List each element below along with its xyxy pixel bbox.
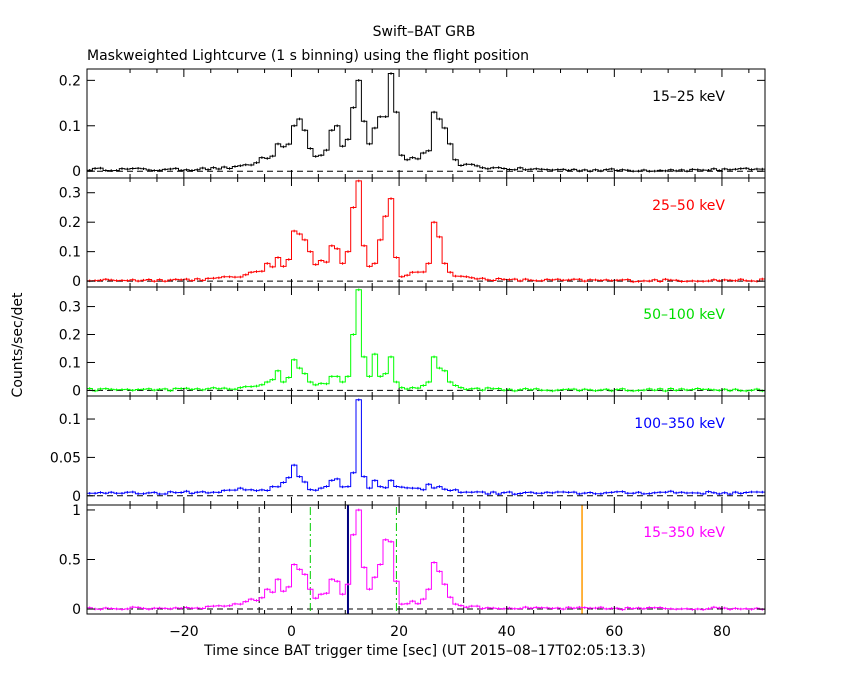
x-tick-label: 60 [605,624,623,640]
y-tick-label: 0 [72,602,81,618]
y-tick-label: 0 [72,274,81,290]
band-label: 25–50 keV [652,198,725,214]
band-label: 15–350 keV [643,525,725,541]
x-axis-label: Time since BAT trigger time [sec] (UT 20… [203,643,646,659]
y-tick-label: 0.1 [59,355,81,371]
band-label: 50–100 keV [643,307,725,323]
y-tick-label: 0.1 [59,412,81,428]
figure-title: Swift–BAT GRB [373,24,476,40]
y-tick-label: 0.5 [59,553,81,569]
y-tick-label: 1 [72,503,81,519]
panels-group: 0 0.1 0.2 15–25 keV 0 0.1 0.2 0.3 25–50 keV 0 0.1 0… [50,68,766,640]
y-tick-label: 0.05 [50,450,81,466]
y-tick-label: 0 [72,383,81,399]
lightcurve-series [87,180,765,283]
x-tick-label: −20 [169,624,199,640]
panel-frame [86,68,766,179]
x-tick-label: 80 [713,624,731,640]
y-tick-label: 0.2 [59,73,81,89]
y-tick-label: 0.2 [59,328,81,344]
y-tick-label: 0.2 [59,215,81,231]
lightcurve-series [87,289,765,392]
figure-subtitle: Maskweighted Lightcurve (1 s binning) us… [87,48,529,64]
y-tick-label: 0 [72,164,81,180]
y-tick-label: 0.1 [59,245,81,261]
panel-frame [86,286,766,397]
x-tick-label: 40 [498,624,516,640]
y-tick-label: 0.3 [59,186,81,202]
x-tick-label: 20 [390,624,408,640]
y-tick-label: 0.1 [59,119,81,135]
lightcurve-series [87,73,765,172]
y-tick-label: 0.3 [59,300,81,316]
y-tick-label: 0 [72,489,81,505]
x-tick-label: 0 [287,624,296,640]
lightcurve-series [87,399,765,495]
band-label: 15–25 keV [652,89,725,105]
y-axis-label: Counts/sec/det [10,292,26,397]
band-label: 100–350 keV [634,416,725,432]
